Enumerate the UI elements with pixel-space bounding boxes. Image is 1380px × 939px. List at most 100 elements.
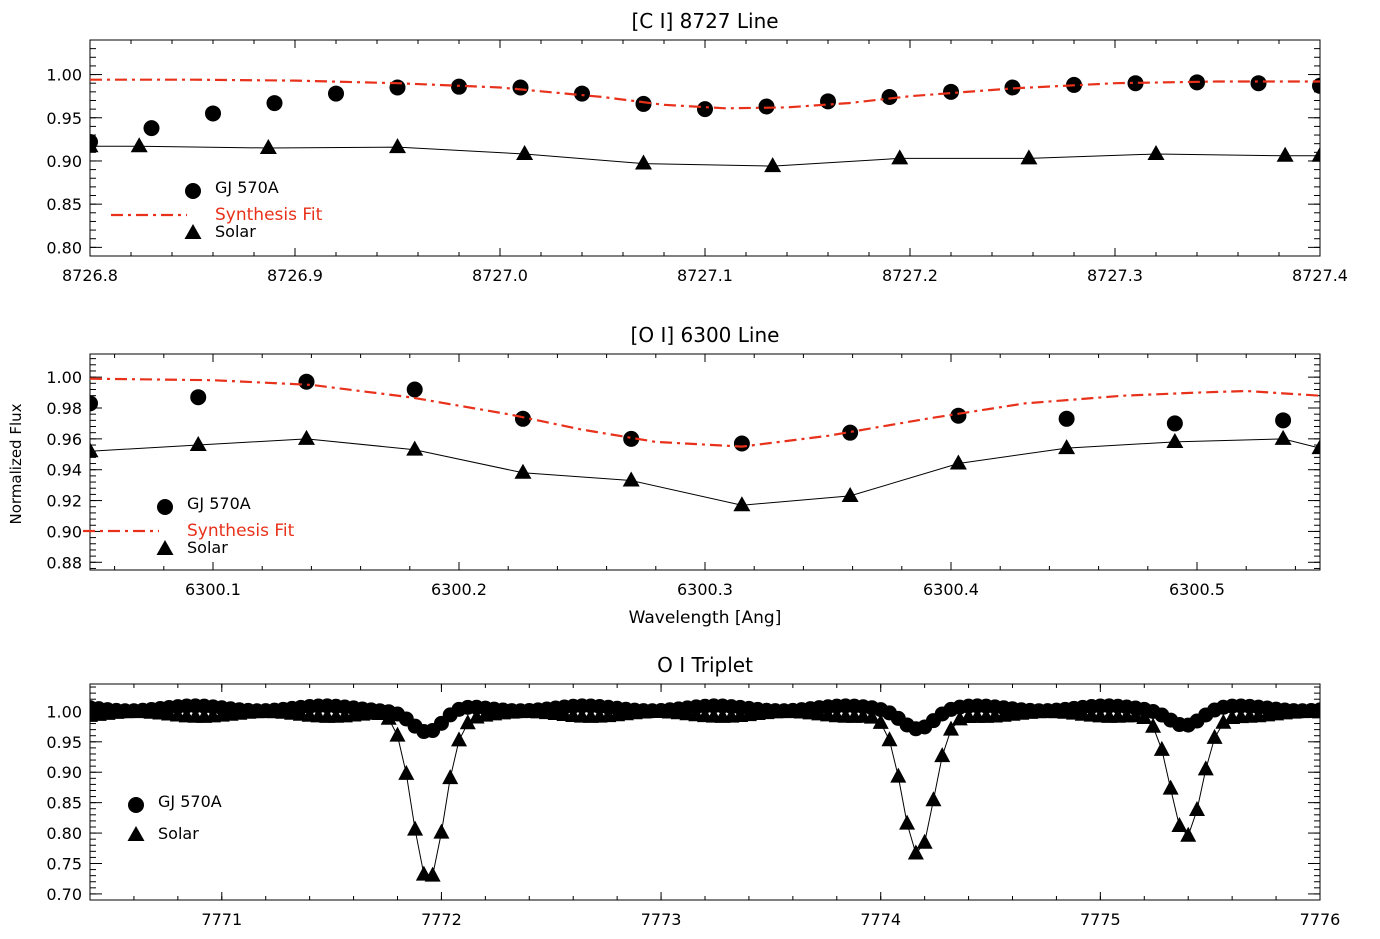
x-tick-label: 6300.5 [1169, 580, 1225, 599]
y-tick-label: 0.90 [46, 763, 82, 782]
x-tick-label: 7776 [1300, 910, 1341, 929]
solar-point [1311, 146, 1320, 162]
solar-point [899, 814, 916, 830]
solar-point [514, 463, 532, 479]
gj570a-point [389, 79, 406, 96]
solar-point [872, 713, 889, 729]
gj570a-point [1004, 79, 1021, 96]
legend-label-synthesis-fit: Synthesis Fit [187, 521, 295, 541]
x-tick-label: 8726.8 [62, 266, 118, 285]
solar-point [1197, 760, 1214, 776]
solar-point [1147, 145, 1165, 161]
chart-panel-2: [O I] 6300 Line 6300.1 6300.2 6300.3 6300.4 6… [46, 323, 1321, 599]
x-tick-label: 8727.1 [677, 266, 733, 285]
y-tick-label: 0.88 [46, 553, 82, 572]
legend-swatch-gj570a [128, 797, 144, 813]
legend-label-gj570a: GJ 570A [215, 178, 279, 197]
y-tick-label: 0.90 [46, 522, 82, 541]
plot-area [90, 74, 1320, 173]
solar-point [1180, 826, 1197, 842]
y-axis-label: Normalized Flux [7, 403, 25, 524]
x-tick-label: 8727.2 [882, 266, 938, 285]
solar-point [424, 866, 441, 882]
x-tick-label: 7772 [421, 910, 462, 929]
x-tick-label: 8727.4 [1292, 266, 1348, 285]
solar-line [90, 438, 1320, 506]
solar-point [863, 708, 880, 724]
solar-point [907, 844, 924, 860]
solar-point [130, 137, 148, 153]
gj570a-point [512, 79, 529, 96]
x-tick-label: 7773 [641, 910, 682, 929]
solar-point [1020, 149, 1038, 165]
solar-point [1312, 703, 1320, 719]
legend-label-gj570a: GJ 570A [158, 792, 222, 811]
gj570a-point [574, 85, 590, 102]
solar-line [90, 711, 1320, 877]
y-tick-label: 0.96 [46, 430, 82, 449]
y-tick-label: 1.00 [46, 702, 82, 721]
x-tick-label: 7774 [860, 910, 901, 929]
gj570a-point [266, 95, 283, 112]
y-tick-label: 0.90 [46, 152, 82, 171]
x-tick-label: 6300.4 [923, 580, 979, 599]
gj570a-point [733, 435, 750, 452]
solar-point [371, 705, 388, 721]
gj570a-point [190, 389, 207, 406]
solar-point [1145, 717, 1162, 733]
solar-point [1206, 728, 1223, 744]
x-tick-label: 8727.0 [472, 266, 528, 285]
gj570a-point [1166, 415, 1183, 432]
chart-title: [C I] 8727 Line [631, 9, 778, 33]
solar-point [949, 454, 967, 470]
solar-point [389, 138, 406, 154]
gj570a-point [1275, 412, 1292, 429]
synthesis-fit-line [90, 377, 1320, 448]
gj570a-point [406, 381, 423, 398]
x-tick-label: 8726.9 [267, 266, 323, 285]
solar-point [189, 436, 207, 452]
y-tick-label: 1.00 [46, 66, 82, 85]
chart-title: O I Triplet [657, 653, 753, 677]
plot-area [90, 698, 1320, 882]
legend-label-synthesis-fit: Synthesis Fit [215, 205, 323, 225]
gj570a-point [90, 395, 98, 412]
legend-swatch-solar [184, 224, 202, 239]
solar-line [90, 145, 1320, 167]
solar-point [1166, 432, 1184, 448]
solar-point [459, 714, 476, 730]
solar-point [389, 726, 406, 742]
gj570a-point [623, 430, 640, 447]
solar-point [1136, 708, 1153, 724]
y-tick-label: 0.94 [46, 461, 82, 480]
solar-point [407, 820, 424, 836]
legend-swatch-solar [127, 826, 145, 841]
solar-point [1215, 713, 1232, 729]
solar-point [934, 747, 951, 763]
solar-point [1162, 779, 1179, 795]
gj570a-point [943, 83, 959, 100]
solar-point [943, 720, 959, 736]
gj570a-point [205, 105, 221, 122]
solar-point [1311, 439, 1320, 455]
solar-point [297, 429, 315, 445]
solar-point [622, 471, 640, 487]
gj570a-point [1250, 75, 1267, 92]
solar-point [841, 486, 859, 502]
legend-swatch-gj570a [185, 183, 201, 199]
legend-swatch-solar [156, 540, 174, 555]
solar-point [406, 440, 424, 456]
gj570a-point [697, 101, 713, 118]
y-tick-label: 0.85 [46, 195, 82, 214]
gj570a-point [758, 98, 775, 115]
chart-panel-3: O I Triplet 7771 7772 7773 7774 7775 7776 0.70 0… [46, 653, 1340, 929]
legend-label-solar: Solar [187, 538, 228, 557]
x-axis-label: Wavelength [Ang] [629, 608, 782, 628]
gj570a-point [635, 95, 652, 112]
legend: GJ 570A Solar [127, 792, 222, 843]
solar-point [259, 139, 277, 154]
solar-point [891, 149, 909, 165]
solar-point [890, 767, 907, 783]
